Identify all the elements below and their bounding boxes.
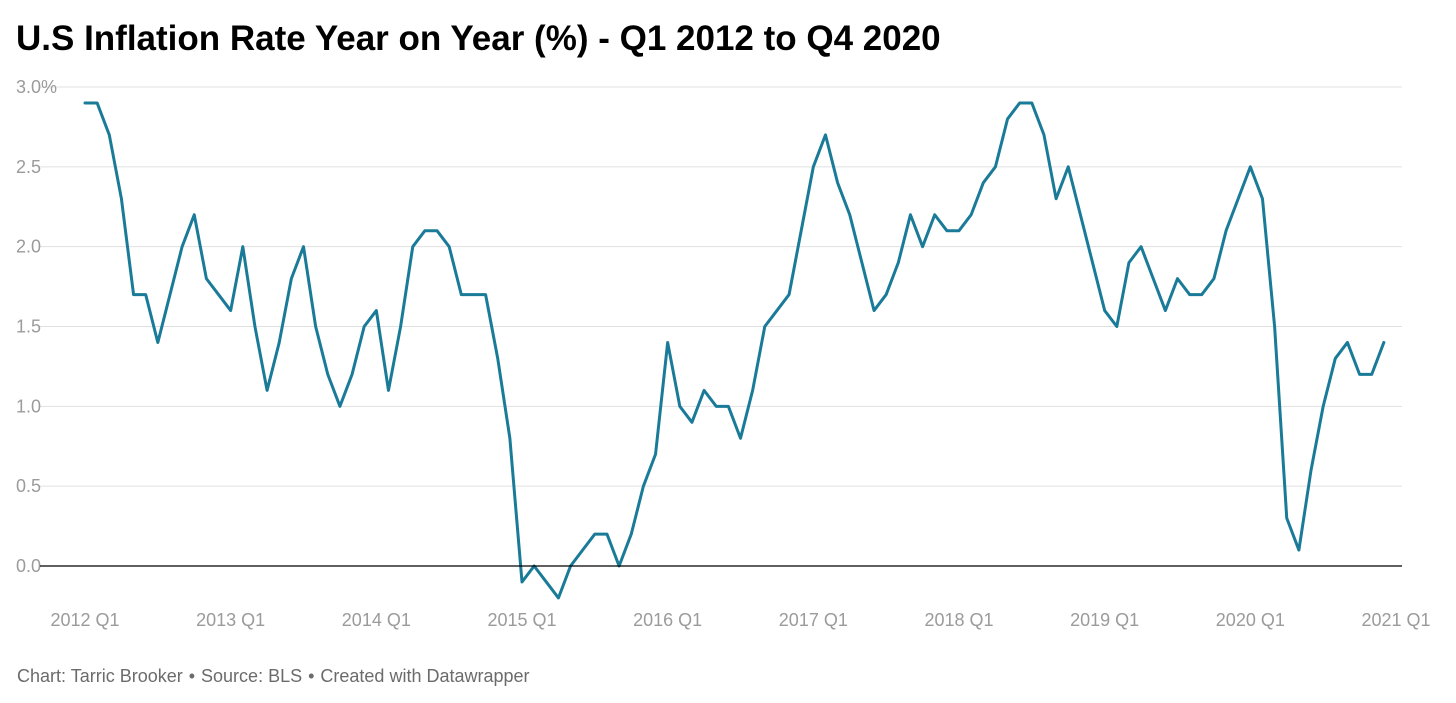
x-tick-label: 2013 Q1 bbox=[196, 610, 265, 630]
x-tick-label: 2012 Q1 bbox=[50, 610, 119, 630]
x-tick-label: 2014 Q1 bbox=[342, 610, 411, 630]
x-tick-label: 2015 Q1 bbox=[487, 610, 556, 630]
y-axis-tick-labels: 3.0% 2.5 2.0 1.5 1.0 0.5 0.0 bbox=[16, 77, 57, 576]
y-tick-label: 2.0 bbox=[16, 237, 41, 257]
x-tick-label: 2021 Q1 bbox=[1361, 610, 1430, 630]
series-layer bbox=[40, 101, 1402, 600]
y-tick-label: 2.5 bbox=[16, 157, 41, 177]
y-tick-label: 1.0 bbox=[16, 396, 41, 416]
y-tick-label: 0.0 bbox=[16, 556, 41, 576]
footer-separator: • bbox=[308, 666, 315, 686]
created-with-note: Created with Datawrapper bbox=[320, 666, 530, 686]
gridlines bbox=[40, 86, 1402, 487]
footer-separator: • bbox=[188, 666, 196, 686]
x-tick-label: 2016 Q1 bbox=[633, 610, 702, 630]
source-note: Source: BLS bbox=[201, 666, 303, 686]
y-tick-label: 3.0% bbox=[16, 77, 57, 97]
series-line bbox=[83, 101, 1386, 600]
chart-footer: Chart: Tarric Brooker • Source: BLS • Create… bbox=[17, 664, 530, 688]
chart-title: U.S Inflation Rate Year on Year (%) - Q1… bbox=[16, 19, 941, 58]
x-axis-tick-labels: 2012 Q1 2013 Q1 2014 Q1 2015 Q1 2016 Q1 2017 … bbox=[50, 610, 1430, 630]
chart-credit: Chart: Tarric Brooker bbox=[17, 666, 183, 686]
x-tick-label: 2020 Q1 bbox=[1216, 610, 1285, 630]
x-tick-label: 2018 Q1 bbox=[924, 610, 993, 630]
x-tick-label: 2017 Q1 bbox=[779, 610, 848, 630]
x-tick-label: 2019 Q1 bbox=[1070, 610, 1139, 630]
y-tick-label: 0.5 bbox=[16, 476, 41, 496]
y-tick-label: 1.5 bbox=[16, 317, 41, 337]
